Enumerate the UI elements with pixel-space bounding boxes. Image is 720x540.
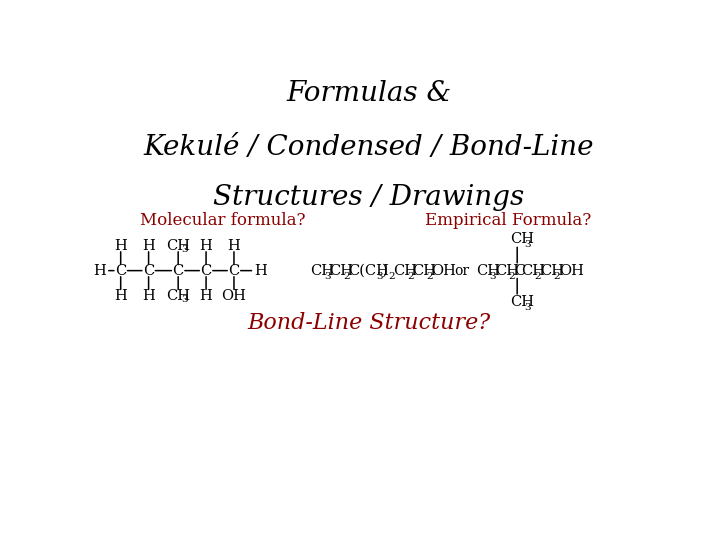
Text: H: H [94,264,107,278]
Text: or: or [454,264,469,278]
Text: CH: CH [521,264,545,278]
Text: 2: 2 [343,272,350,280]
Text: H: H [143,288,155,302]
Text: H: H [199,239,212,253]
Text: 2: 2 [535,272,541,280]
Text: 3: 3 [490,272,496,280]
Text: ): ) [382,264,387,278]
Text: CH: CH [310,264,334,278]
Text: 3: 3 [181,245,188,254]
Text: C: C [173,264,184,278]
Text: H: H [228,239,240,253]
Text: 3: 3 [524,240,531,249]
Text: OH: OH [222,288,246,302]
Text: C: C [513,264,525,278]
Text: Kekulé / Condensed / Bond-Line: Kekulé / Condensed / Bond-Line [144,134,594,161]
Text: H: H [114,288,127,302]
Text: 2: 2 [508,272,516,280]
Text: C: C [228,264,240,278]
Text: CH: CH [394,264,418,278]
Text: CH: CH [166,288,190,302]
Text: Formulas &: Formulas & [287,80,451,107]
Text: H: H [199,288,212,302]
Text: C: C [143,264,154,278]
Text: 3: 3 [524,303,531,312]
Text: C: C [115,264,126,278]
Text: CH: CH [166,239,190,253]
Text: C: C [200,264,212,278]
Text: CH: CH [330,264,354,278]
Text: Bond-Line Structure?: Bond-Line Structure? [248,312,490,334]
Text: C(CH: C(CH [348,264,390,278]
Text: Structures / Drawings: Structures / Drawings [213,184,525,211]
Text: H: H [143,239,155,253]
Text: CH: CH [540,264,564,278]
Text: OH: OH [431,264,456,278]
Text: 3: 3 [181,295,188,304]
Text: CH: CH [413,264,436,278]
Text: 2: 2 [408,272,414,280]
Text: Molecular formula?: Molecular formula? [140,212,306,229]
Text: CH: CH [510,295,534,309]
Text: 2: 2 [426,272,433,280]
Text: Empirical Formula?: Empirical Formula? [425,212,591,229]
Text: CH: CH [510,232,534,246]
Text: H: H [114,239,127,253]
Text: 3: 3 [325,272,331,280]
Text: OH: OH [559,264,584,278]
Text: H: H [254,264,266,278]
Text: 2: 2 [554,272,560,280]
Text: 3: 3 [377,272,383,280]
Text: CH: CH [495,264,518,278]
Text: 2: 2 [389,272,395,280]
Text: CH: CH [476,264,500,278]
